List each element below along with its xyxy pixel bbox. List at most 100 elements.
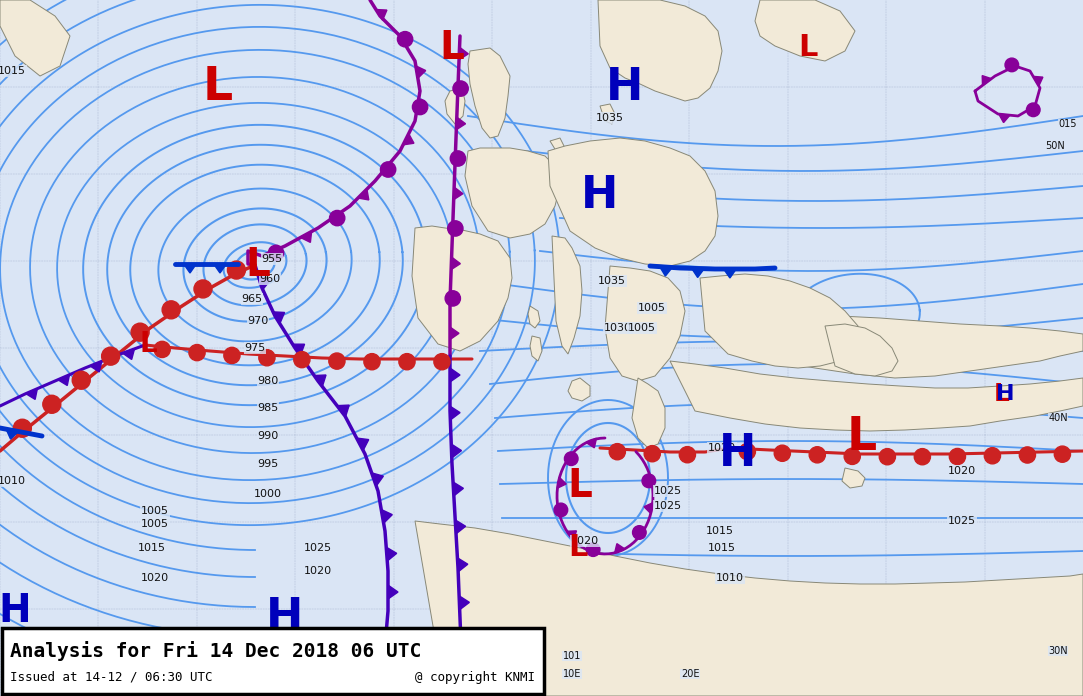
Polygon shape: [387, 547, 396, 561]
Polygon shape: [415, 521, 1083, 696]
Polygon shape: [558, 477, 566, 488]
Text: 1005: 1005: [638, 303, 666, 313]
Polygon shape: [465, 148, 560, 238]
Polygon shape: [566, 531, 576, 540]
Circle shape: [451, 151, 466, 166]
Bar: [2, 628, 544, 694]
Text: 015: 015: [1059, 119, 1078, 129]
Polygon shape: [292, 345, 304, 356]
Text: 1020: 1020: [708, 443, 736, 453]
Text: 995: 995: [258, 459, 278, 469]
Text: 1020: 1020: [571, 536, 599, 546]
Polygon shape: [273, 312, 285, 324]
Text: L: L: [847, 416, 877, 461]
Text: 101: 101: [563, 651, 582, 661]
Text: 1015: 1015: [138, 543, 166, 553]
Circle shape: [194, 280, 212, 298]
Circle shape: [364, 354, 380, 370]
Text: 1020: 1020: [304, 566, 332, 576]
Polygon shape: [452, 257, 460, 269]
Polygon shape: [457, 557, 468, 572]
Polygon shape: [314, 375, 326, 387]
Text: 1030: 1030: [604, 323, 632, 333]
Polygon shape: [453, 482, 464, 496]
Polygon shape: [586, 438, 597, 448]
Circle shape: [413, 100, 428, 115]
Polygon shape: [567, 378, 590, 401]
Circle shape: [914, 449, 930, 465]
Polygon shape: [455, 520, 466, 534]
Text: 0E: 0E: [454, 669, 466, 679]
Text: 975: 975: [245, 343, 265, 353]
Circle shape: [293, 351, 310, 367]
Polygon shape: [358, 189, 369, 200]
Polygon shape: [755, 0, 854, 61]
Text: 1010: 1010: [0, 476, 26, 486]
Polygon shape: [614, 544, 625, 553]
Circle shape: [610, 443, 625, 460]
Polygon shape: [660, 267, 673, 276]
Circle shape: [447, 221, 464, 236]
Text: H: H: [995, 384, 1015, 404]
Text: -8: -8: [455, 651, 465, 661]
Polygon shape: [90, 361, 102, 372]
Circle shape: [43, 395, 61, 413]
Polygon shape: [598, 0, 722, 101]
Circle shape: [380, 162, 395, 177]
Polygon shape: [632, 378, 665, 448]
Text: L: L: [798, 33, 818, 63]
Text: H: H: [266, 596, 303, 640]
Text: 1015: 1015: [0, 66, 26, 76]
Polygon shape: [451, 327, 459, 340]
Polygon shape: [184, 264, 196, 273]
Circle shape: [950, 448, 966, 465]
Circle shape: [879, 449, 896, 465]
Polygon shape: [825, 324, 898, 376]
Circle shape: [642, 474, 655, 488]
Polygon shape: [376, 10, 387, 20]
Circle shape: [154, 341, 170, 358]
Circle shape: [586, 543, 600, 556]
Polygon shape: [301, 232, 312, 242]
Polygon shape: [548, 138, 718, 266]
Text: 1025: 1025: [948, 516, 976, 526]
Text: 30N: 30N: [1048, 646, 1068, 656]
Text: 1025: 1025: [654, 486, 682, 496]
Polygon shape: [371, 473, 383, 486]
Polygon shape: [459, 47, 468, 60]
Text: 990: 990: [258, 431, 278, 441]
Polygon shape: [451, 368, 460, 382]
Circle shape: [329, 353, 345, 369]
Circle shape: [13, 419, 31, 437]
Text: 1015: 1015: [706, 526, 734, 536]
Text: 1005: 1005: [141, 506, 169, 516]
Circle shape: [809, 447, 825, 463]
Circle shape: [564, 452, 578, 466]
Text: 1005: 1005: [628, 323, 656, 333]
Polygon shape: [459, 596, 469, 610]
Circle shape: [554, 503, 567, 516]
Text: 970: 970: [247, 316, 269, 326]
Polygon shape: [452, 444, 461, 458]
Text: 1035: 1035: [598, 276, 626, 286]
Polygon shape: [530, 336, 542, 361]
Polygon shape: [644, 503, 653, 514]
Text: 955: 955: [261, 254, 283, 264]
Polygon shape: [552, 236, 582, 354]
Circle shape: [453, 81, 468, 96]
Text: 1035: 1035: [596, 113, 624, 123]
Text: L: L: [246, 246, 271, 284]
Text: L: L: [569, 534, 588, 562]
Polygon shape: [259, 276, 270, 290]
Text: 980: 980: [258, 376, 278, 386]
Text: 1010: 1010: [716, 573, 744, 583]
Polygon shape: [456, 117, 466, 129]
Text: 1025: 1025: [654, 501, 682, 511]
Polygon shape: [1033, 77, 1043, 86]
Circle shape: [644, 445, 661, 461]
Polygon shape: [600, 104, 615, 124]
Polygon shape: [6, 429, 18, 439]
Polygon shape: [841, 468, 865, 488]
Text: @ copyright KNMI: @ copyright KNMI: [415, 671, 535, 684]
Polygon shape: [403, 134, 414, 145]
